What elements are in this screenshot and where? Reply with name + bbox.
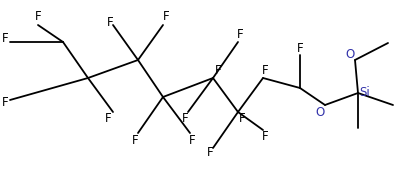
Text: F: F (297, 42, 303, 55)
Text: F: F (105, 111, 111, 124)
Text: F: F (207, 145, 213, 158)
Text: F: F (132, 134, 138, 147)
Text: O: O (316, 106, 325, 119)
Text: F: F (237, 29, 243, 42)
Text: O: O (345, 48, 355, 61)
Text: F: F (35, 10, 42, 23)
Text: F: F (2, 96, 8, 109)
Text: F: F (239, 111, 245, 124)
Text: F: F (189, 134, 195, 147)
Text: F: F (2, 31, 8, 44)
Text: F: F (262, 64, 268, 76)
Text: F: F (215, 64, 221, 76)
Text: F: F (182, 111, 188, 124)
Text: Si: Si (359, 85, 370, 98)
Text: F: F (163, 10, 169, 23)
Text: F: F (107, 16, 113, 29)
Text: F: F (262, 130, 268, 143)
